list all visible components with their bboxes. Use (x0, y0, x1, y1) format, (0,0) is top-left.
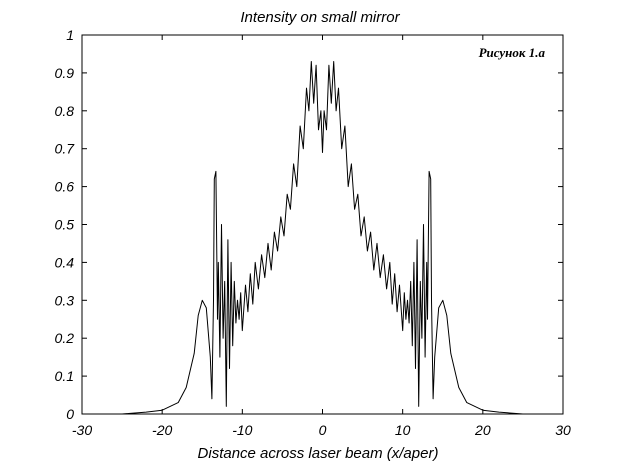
y-tick-label: 0.2 (55, 330, 75, 346)
x-tick-label: -20 (152, 422, 172, 438)
x-tick-label: 0 (319, 422, 327, 438)
x-tick-label: 30 (555, 422, 571, 438)
x-axis: -30 -20 -10 0 10 20 30 (72, 35, 571, 438)
x-tick-label: 20 (474, 422, 491, 438)
y-tick-label: 0.6 (55, 179, 75, 195)
y-tick-label: 1 (66, 27, 74, 43)
chart-title: Intensity on small mirror (240, 9, 400, 26)
y-tick-label: 0.9 (55, 65, 75, 81)
y-tick-label: 0.5 (55, 217, 75, 233)
intensity-line (122, 61, 523, 415)
figure-annotation: Рисунок 1.а (479, 45, 546, 60)
x-tick-label: -10 (232, 422, 252, 438)
y-tick-label: 0.8 (55, 103, 75, 119)
plot-frame (81, 34, 564, 415)
y-tick-label: 0.3 (55, 292, 75, 308)
y-tick-label: 0 (66, 406, 74, 422)
x-axis-label: Distance across laser beam (x/aper) (198, 445, 439, 462)
y-axis: 0 0.1 0.2 0.3 0.4 0.5 0.6 0.7 0.8 0.9 1 (55, 27, 563, 422)
series-group (122, 61, 523, 415)
x-tick-label: -30 (72, 422, 92, 438)
y-tick-label: 0.1 (55, 368, 74, 384)
y-tick-label: 0.4 (55, 254, 75, 270)
x-tick-label: 10 (395, 422, 411, 438)
y-tick-label: 0.7 (55, 141, 76, 157)
